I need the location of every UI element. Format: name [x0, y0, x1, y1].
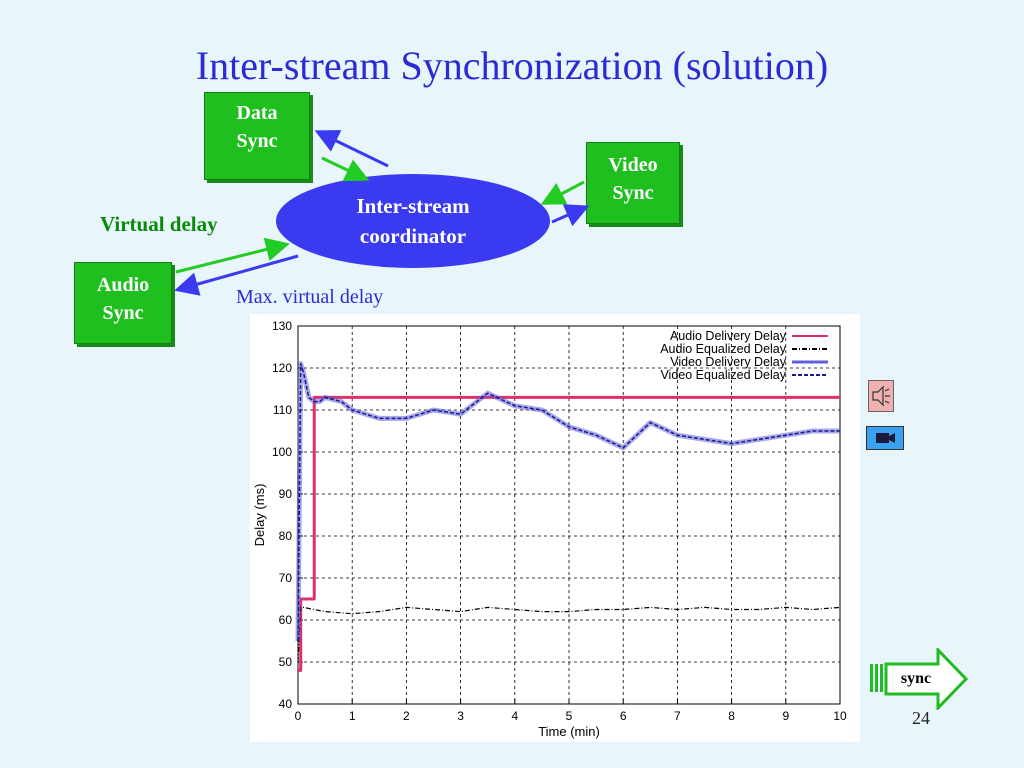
arrow-audio-to-coord: [175, 237, 290, 274]
data-sync-line1: Data: [236, 102, 278, 124]
x-tick-label-2: 2: [403, 709, 410, 723]
x-axis-label: Time (min): [538, 724, 600, 739]
audio-sync-box: Audio Sync: [74, 262, 172, 344]
y-tick-label-40: 40: [279, 697, 293, 711]
y-tick-label-120: 120: [272, 361, 292, 375]
x-tick-label-0: 0: [295, 709, 302, 723]
x-tick-label-7: 7: [674, 709, 681, 723]
max-virtual-delay-label: Max. virtual delay: [236, 286, 384, 308]
x-tick-label-4: 4: [511, 709, 518, 723]
y-tick-label-60: 60: [279, 613, 293, 627]
data-sync-box: Data Sync: [204, 92, 310, 180]
legend-label-2: Video Delivery Delay: [670, 355, 787, 369]
video-sync-line1: Video: [608, 154, 658, 176]
page-number: 24: [912, 708, 930, 728]
x-tick-label-9: 9: [782, 709, 789, 723]
series-line-0: [298, 395, 840, 672]
legend-label-3: Video Equalized Delay: [660, 368, 786, 382]
page-title: Inter-stream Synchronization (solution): [195, 43, 829, 88]
sync-nav-button[interactable]: sync: [870, 646, 969, 712]
arrow-coord-to-data: [314, 130, 389, 168]
arrow-coord-to-audio: [174, 254, 299, 296]
x-tick-label-6: 6: [620, 709, 627, 723]
y-tick-label-100: 100: [272, 445, 292, 459]
x-tick-label-8: 8: [728, 709, 735, 723]
data-sync-line2: Sync: [236, 130, 278, 152]
arrow-data-to-coord: [321, 156, 370, 182]
coordinator-line1: Inter-stream: [356, 194, 470, 218]
y-tick-label-50: 50: [279, 655, 293, 669]
chart-svg: 0 1 2 3 4 5 6 7 8 9 10 40 50 60 70 80 90 100 110 120 130 Time…: [252, 319, 847, 739]
sync-arrow-icon: [870, 646, 969, 712]
coordinator-line2: coordinator: [359, 224, 467, 248]
legend-label-1: Audio Equalized Delay: [660, 342, 787, 356]
arrow-video-to-coord: [540, 180, 585, 205]
legend-label-0: Audio Delivery Delay: [670, 329, 787, 343]
x-tick-label-5: 5: [566, 709, 573, 723]
audio-sync-line2: Sync: [102, 302, 144, 324]
x-tick-label-3: 3: [457, 709, 464, 723]
delay-chart: 0 1 2 3 4 5 6 7 8 9 10 40 50 60 70 80 90 100 110 120 130 Time…: [250, 314, 860, 742]
y-tick-label-90: 90: [279, 487, 293, 501]
speaker-icon-glyph: [872, 385, 890, 407]
y-tick-label-70: 70: [279, 571, 293, 585]
video-sync-line2: Sync: [612, 182, 654, 204]
video-sync-box: Video Sync: [586, 142, 680, 224]
sync-label: sync: [900, 670, 932, 687]
x-tick-label-1: 1: [349, 709, 356, 723]
camera-icon[interactable]: [866, 426, 904, 450]
coordinator-ellipse: Inter-stream coordinator: [276, 174, 550, 268]
arrow-coord-to-video: [551, 204, 590, 227]
y-tick-label-110: 110: [273, 403, 292, 417]
x-tick-label-10: 10: [833, 709, 847, 723]
camera-icon-glyph: [876, 433, 895, 443]
audio-sync-line1: Audio: [96, 274, 150, 296]
speaker-icon[interactable]: [868, 380, 894, 412]
series-line-1: [297, 606, 841, 663]
series-line-3: [297, 363, 840, 642]
y-tick-label-80: 80: [279, 529, 293, 543]
y-axis-label: Delay (ms): [252, 484, 267, 547]
virtual-delay-label: Virtual delay: [100, 212, 218, 236]
y-tick-label-130: 130: [272, 319, 292, 333]
